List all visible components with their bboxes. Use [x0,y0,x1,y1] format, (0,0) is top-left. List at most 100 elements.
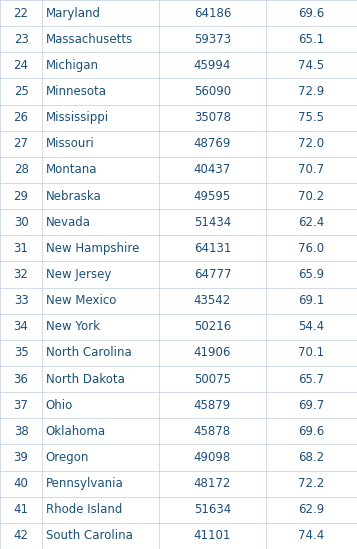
Text: 42: 42 [14,529,29,542]
Text: Missouri: Missouri [46,137,95,150]
Bar [0,52,357,79]
Bar [0,131,357,157]
Text: 22: 22 [14,7,29,20]
Text: 49098: 49098 [194,451,231,464]
Text: 32: 32 [14,268,29,281]
Bar [0,392,357,418]
Text: 26: 26 [14,111,29,124]
Text: 41: 41 [14,503,29,516]
Text: 31: 31 [14,242,29,255]
Text: 72.0: 72.0 [298,137,325,150]
Text: 65.7: 65.7 [298,373,325,385]
Text: 40437: 40437 [194,164,231,176]
Text: 36: 36 [14,373,29,385]
Bar [0,236,357,261]
Text: 37: 37 [14,399,29,412]
Text: Minnesota: Minnesota [46,85,107,98]
Text: Montana: Montana [46,164,97,176]
Text: 45879: 45879 [194,399,231,412]
Text: 68.2: 68.2 [298,451,325,464]
Text: 41101: 41101 [194,529,231,542]
Text: 50075: 50075 [194,373,231,385]
Text: 35078: 35078 [194,111,231,124]
Bar [0,366,357,392]
Text: 49595: 49595 [194,189,231,203]
Bar [0,418,357,445]
Text: 54.4: 54.4 [298,320,325,333]
Text: 64131: 64131 [194,242,231,255]
Text: Massachusetts: Massachusetts [46,33,133,46]
Text: Oregon: Oregon [46,451,89,464]
Text: 72.9: 72.9 [298,85,325,98]
Text: 75.5: 75.5 [298,111,324,124]
Text: 41906: 41906 [194,346,231,360]
Text: 59373: 59373 [194,33,231,46]
Text: 35: 35 [14,346,29,360]
Text: 39: 39 [14,451,29,464]
Bar [0,470,357,497]
Text: 51434: 51434 [194,216,231,229]
Bar [0,497,357,523]
Text: 48769: 48769 [194,137,231,150]
Text: North Carolina: North Carolina [46,346,131,360]
Text: 62.9: 62.9 [298,503,325,516]
Bar [0,313,357,340]
Text: 64777: 64777 [193,268,231,281]
Text: 74.4: 74.4 [298,529,325,542]
Text: Michigan: Michigan [46,59,99,72]
Text: 69.6: 69.6 [298,425,325,438]
Text: 34: 34 [14,320,29,333]
Text: Mississippi: Mississippi [46,111,109,124]
Text: New Hampshire: New Hampshire [46,242,139,255]
Text: 50216: 50216 [194,320,231,333]
Bar [0,104,357,131]
Bar [0,209,357,236]
Text: 70.1: 70.1 [298,346,325,360]
Bar [0,79,357,104]
Bar [0,445,357,470]
Text: Maryland: Maryland [46,7,101,20]
Text: North Dakota: North Dakota [46,373,125,385]
Bar [0,183,357,209]
Text: 69.1: 69.1 [298,294,325,307]
Text: 28: 28 [14,164,29,176]
Text: 74.5: 74.5 [298,59,325,72]
Text: 25: 25 [14,85,29,98]
Text: 70.2: 70.2 [298,189,325,203]
Text: Rhode Island: Rhode Island [46,503,122,516]
Text: Nebraska: Nebraska [46,189,101,203]
Text: 65.9: 65.9 [298,268,325,281]
Bar [0,0,357,26]
Text: Oklahoma: Oklahoma [46,425,106,438]
Text: 27: 27 [14,137,29,150]
Text: 40: 40 [14,477,29,490]
Text: 45878: 45878 [194,425,231,438]
Text: 48172: 48172 [194,477,231,490]
Text: 62.4: 62.4 [298,216,325,229]
Text: 70.7: 70.7 [298,164,325,176]
Text: Nevada: Nevada [46,216,91,229]
Text: 76.0: 76.0 [298,242,325,255]
Text: New Mexico: New Mexico [46,294,116,307]
Text: 38: 38 [14,425,29,438]
Text: 51634: 51634 [194,503,231,516]
Bar [0,26,357,52]
Text: 30: 30 [14,216,29,229]
Text: 72.2: 72.2 [298,477,325,490]
Text: South Carolina: South Carolina [46,529,132,542]
Bar [0,523,357,549]
Text: 45994: 45994 [194,59,231,72]
Text: 56090: 56090 [194,85,231,98]
Text: 23: 23 [14,33,29,46]
Text: 65.1: 65.1 [298,33,325,46]
Bar [0,157,357,183]
Text: New York: New York [46,320,100,333]
Text: Pennsylvania: Pennsylvania [46,477,124,490]
Text: 33: 33 [14,294,29,307]
Text: 29: 29 [14,189,29,203]
Bar [0,261,357,288]
Text: 64186: 64186 [194,7,231,20]
Bar [0,288,357,313]
Text: New Jersey: New Jersey [46,268,111,281]
Text: 43542: 43542 [194,294,231,307]
